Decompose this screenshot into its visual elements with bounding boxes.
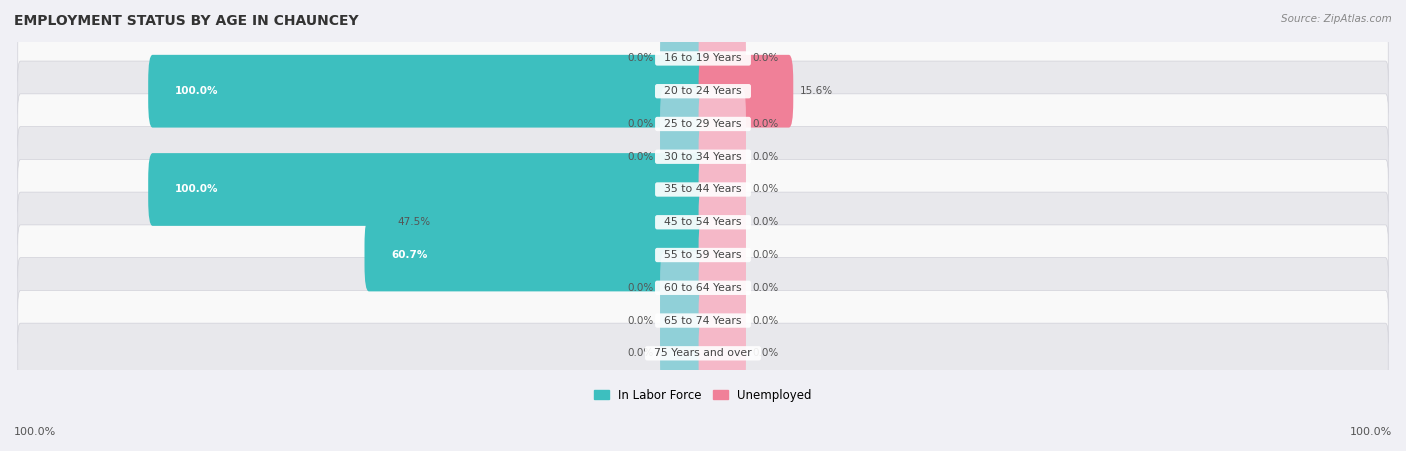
FancyBboxPatch shape	[699, 120, 747, 193]
FancyBboxPatch shape	[659, 120, 707, 193]
FancyBboxPatch shape	[148, 153, 707, 226]
Text: 0.0%: 0.0%	[627, 316, 654, 326]
FancyBboxPatch shape	[148, 55, 707, 128]
Text: 60 to 64 Years: 60 to 64 Years	[657, 283, 749, 293]
FancyBboxPatch shape	[18, 192, 1388, 253]
FancyBboxPatch shape	[699, 317, 747, 390]
Text: 0.0%: 0.0%	[752, 152, 779, 162]
FancyBboxPatch shape	[699, 219, 747, 291]
Text: 55 to 59 Years: 55 to 59 Years	[657, 250, 749, 260]
FancyBboxPatch shape	[437, 186, 707, 258]
FancyBboxPatch shape	[18, 323, 1388, 383]
Text: Source: ZipAtlas.com: Source: ZipAtlas.com	[1281, 14, 1392, 23]
Text: 0.0%: 0.0%	[627, 283, 654, 293]
Text: 0.0%: 0.0%	[752, 217, 779, 227]
FancyBboxPatch shape	[18, 159, 1388, 220]
Text: 100.0%: 100.0%	[1350, 428, 1392, 437]
Text: EMPLOYMENT STATUS BY AGE IN CHAUNCEY: EMPLOYMENT STATUS BY AGE IN CHAUNCEY	[14, 14, 359, 28]
FancyBboxPatch shape	[699, 284, 747, 357]
Text: 47.5%: 47.5%	[398, 217, 430, 227]
FancyBboxPatch shape	[18, 258, 1388, 318]
Text: 0.0%: 0.0%	[752, 316, 779, 326]
Text: 35 to 44 Years: 35 to 44 Years	[657, 184, 749, 194]
Text: 0.0%: 0.0%	[752, 53, 779, 64]
FancyBboxPatch shape	[18, 127, 1388, 187]
FancyBboxPatch shape	[659, 317, 707, 390]
FancyBboxPatch shape	[18, 225, 1388, 285]
Text: 15.6%: 15.6%	[800, 86, 832, 96]
FancyBboxPatch shape	[659, 284, 707, 357]
FancyBboxPatch shape	[699, 87, 747, 161]
Text: 0.0%: 0.0%	[627, 119, 654, 129]
FancyBboxPatch shape	[699, 22, 747, 95]
Text: 65 to 74 Years: 65 to 74 Years	[657, 316, 749, 326]
Text: 16 to 19 Years: 16 to 19 Years	[657, 53, 749, 64]
FancyBboxPatch shape	[364, 219, 707, 291]
FancyBboxPatch shape	[659, 22, 707, 95]
Text: 100.0%: 100.0%	[174, 184, 218, 194]
Text: 0.0%: 0.0%	[752, 250, 779, 260]
FancyBboxPatch shape	[18, 290, 1388, 351]
Text: 75 Years and over: 75 Years and over	[647, 348, 759, 358]
Text: 45 to 54 Years: 45 to 54 Years	[657, 217, 749, 227]
Text: 0.0%: 0.0%	[627, 53, 654, 64]
Text: 25 to 29 Years: 25 to 29 Years	[657, 119, 749, 129]
Text: 30 to 34 Years: 30 to 34 Years	[657, 152, 749, 162]
FancyBboxPatch shape	[659, 251, 707, 324]
Legend: In Labor Force, Unemployed: In Labor Force, Unemployed	[589, 384, 817, 406]
FancyBboxPatch shape	[18, 28, 1388, 88]
Text: 100.0%: 100.0%	[174, 86, 218, 96]
FancyBboxPatch shape	[659, 87, 707, 161]
Text: 0.0%: 0.0%	[752, 348, 779, 358]
Text: 0.0%: 0.0%	[752, 184, 779, 194]
Text: 0.0%: 0.0%	[752, 119, 779, 129]
FancyBboxPatch shape	[18, 94, 1388, 154]
Text: 60.7%: 60.7%	[391, 250, 427, 260]
FancyBboxPatch shape	[699, 251, 747, 324]
Text: 0.0%: 0.0%	[627, 348, 654, 358]
Text: 0.0%: 0.0%	[627, 152, 654, 162]
FancyBboxPatch shape	[18, 61, 1388, 121]
Text: 20 to 24 Years: 20 to 24 Years	[657, 86, 749, 96]
FancyBboxPatch shape	[699, 186, 747, 258]
FancyBboxPatch shape	[699, 55, 793, 128]
FancyBboxPatch shape	[699, 153, 747, 226]
Text: 0.0%: 0.0%	[752, 283, 779, 293]
Text: 100.0%: 100.0%	[14, 428, 56, 437]
